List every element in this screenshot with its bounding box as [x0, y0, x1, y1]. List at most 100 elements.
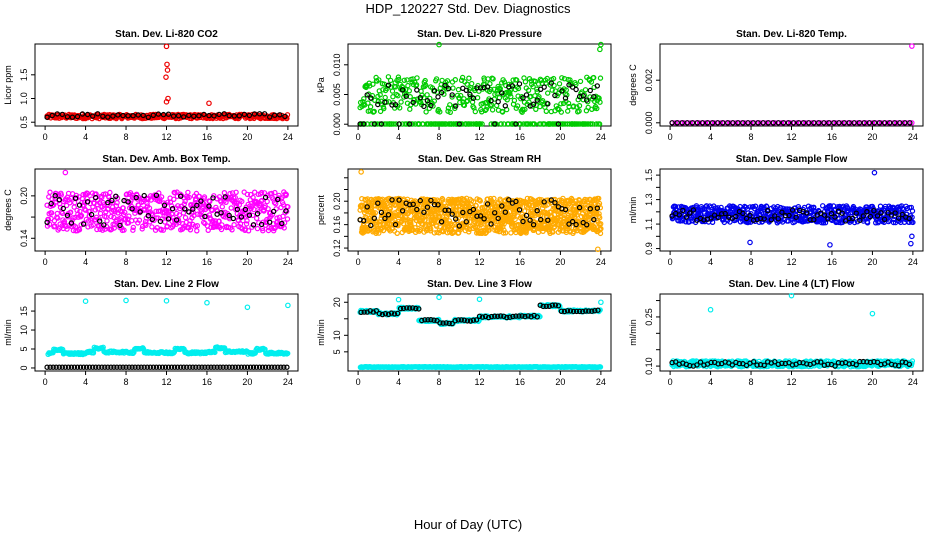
y-tick-label: 0.20	[332, 192, 342, 210]
data-point	[120, 112, 126, 119]
data-point	[55, 215, 61, 221]
data-point	[202, 213, 208, 220]
y-tick-label: 1.0	[19, 92, 29, 105]
data-point	[545, 101, 551, 107]
data-point	[245, 228, 252, 234]
data-point	[165, 111, 172, 117]
data-point	[596, 121, 603, 127]
data-point	[279, 220, 285, 227]
data-point	[143, 222, 149, 228]
data-point	[861, 120, 868, 126]
outlier-points	[436, 41, 604, 53]
data-point	[833, 120, 839, 126]
data-point	[514, 77, 520, 83]
data-point	[397, 105, 403, 111]
data-point	[236, 202, 242, 208]
data-point	[597, 75, 604, 81]
data-point	[417, 226, 424, 233]
data-point	[394, 230, 400, 236]
y-axis-label: ml/min	[628, 197, 638, 224]
data-point	[242, 206, 249, 213]
x-tick-label: 4	[83, 132, 88, 142]
data-point	[770, 120, 777, 126]
data-point	[424, 97, 431, 104]
data-point	[186, 112, 192, 119]
data-point	[277, 112, 283, 118]
data-point	[194, 211, 201, 217]
data-point	[231, 113, 237, 119]
panel-title: Stan. Dev. Amb. Box Temp.	[102, 154, 230, 165]
data-point	[261, 208, 267, 214]
data-point	[423, 82, 429, 88]
data-point	[84, 111, 91, 118]
data-point	[491, 195, 497, 202]
data-point	[393, 121, 399, 127]
data-point	[470, 95, 477, 101]
data-point	[181, 201, 187, 207]
data-point	[492, 121, 498, 127]
data-point	[92, 207, 99, 213]
data-point	[523, 92, 530, 98]
data-point	[525, 87, 532, 94]
data-point	[95, 206, 101, 212]
y-tick-label: 0.14	[19, 230, 29, 248]
x-tick-label: 12	[474, 257, 484, 267]
data-point	[72, 195, 79, 201]
data-point	[577, 78, 584, 85]
x-tick-label: 8	[749, 132, 754, 142]
data-point	[437, 213, 443, 220]
y-axis-label: kPa	[316, 77, 326, 93]
x-tick-label: 20	[242, 377, 252, 387]
data-point	[440, 197, 446, 203]
data-point	[74, 113, 81, 120]
data-point	[283, 191, 289, 198]
data-point	[456, 121, 462, 127]
data-point	[718, 120, 724, 126]
y-tick-label: 0.16	[332, 216, 342, 234]
data-point	[894, 120, 900, 126]
data-point	[689, 120, 696, 126]
data-point	[186, 221, 193, 227]
data-point	[205, 227, 211, 233]
data-point	[382, 94, 388, 101]
data-point	[61, 218, 68, 225]
data-point	[269, 211, 276, 218]
data-point	[499, 109, 506, 115]
data-point	[574, 104, 580, 110]
x-tick-label: 24	[908, 257, 918, 267]
data-point	[48, 210, 55, 216]
data-point	[365, 100, 371, 106]
data-point	[64, 212, 71, 219]
data-point	[231, 221, 237, 228]
data-point	[375, 101, 381, 108]
panel-title: Stan. Dev. Li-820 Pressure	[417, 29, 542, 40]
data-point	[562, 95, 569, 101]
data-point	[200, 219, 207, 226]
data-point	[516, 81, 523, 87]
data-point	[669, 120, 675, 126]
data-point	[463, 121, 469, 127]
data-point	[219, 222, 225, 228]
data-point	[63, 223, 69, 230]
data-point	[271, 199, 278, 206]
data-point	[818, 120, 824, 126]
data-point	[361, 96, 367, 102]
data-point	[216, 111, 222, 118]
data-point	[244, 218, 250, 224]
data-point	[848, 120, 854, 126]
data-point	[469, 80, 475, 87]
data-point	[140, 112, 146, 119]
data-point	[755, 120, 761, 126]
data-point	[409, 121, 416, 127]
data-point	[597, 99, 603, 105]
data-point	[530, 83, 536, 90]
data-point	[194, 228, 200, 234]
x-tick-label: 0	[43, 257, 48, 267]
data-point	[97, 210, 104, 217]
data-point	[94, 111, 101, 117]
data-point	[681, 120, 688, 126]
data-point	[260, 227, 266, 234]
data-point	[157, 218, 164, 225]
data-point	[897, 120, 903, 126]
data-point	[433, 76, 440, 82]
